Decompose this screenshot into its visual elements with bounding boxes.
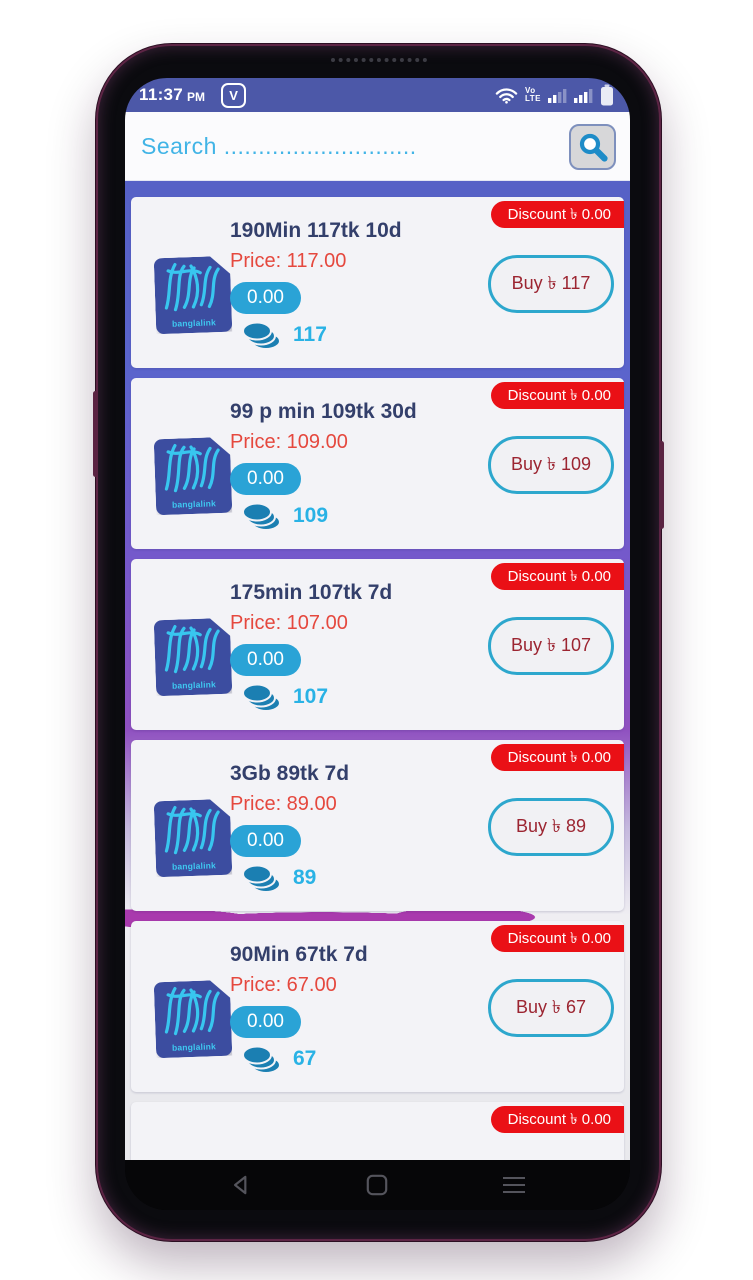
coin-count: 109 xyxy=(293,504,329,527)
coin-count: 107 xyxy=(293,685,329,708)
discount-badge: Discount ৳ 0.00 xyxy=(490,925,624,952)
sim-card-icon xyxy=(158,984,226,1036)
signal-icon xyxy=(574,89,593,103)
package-price: Price: 109.00 xyxy=(230,431,348,453)
banglalink-logo: banglalink xyxy=(154,980,233,1059)
speaker-grille-icon xyxy=(330,58,427,62)
buy-button[interactable]: Buy ৳ 89 xyxy=(488,798,614,856)
brand-label: banglalink xyxy=(171,679,217,691)
balance-pill: 0.00 xyxy=(230,1006,301,1038)
buy-button[interactable]: Buy ৳ 117 xyxy=(488,255,614,313)
balance-pill: 0.00 xyxy=(230,644,301,676)
package-list: Discount ৳ 0.00 banglalink 190Min 117tk … xyxy=(125,181,630,1160)
package-title: 175min 107tk 7d xyxy=(230,581,393,604)
package-title: 90Min 67tk 7d xyxy=(230,943,368,966)
package-card: Discount ৳ 0.00 banglalink 175min 107tk … xyxy=(131,559,624,730)
volume-button xyxy=(93,391,98,477)
discount-badge: Discount ৳ 0.00 xyxy=(490,563,624,590)
battery-icon xyxy=(601,84,613,106)
package-price: Price: 67.00 xyxy=(230,974,337,996)
balance-pill: 0.00 xyxy=(230,463,301,495)
coin-count: 117 xyxy=(293,323,327,346)
package-card: Discount ৳ 0.00 banglalink 190Min 117tk … xyxy=(131,197,624,368)
back-icon[interactable] xyxy=(228,1172,254,1198)
phone-frame: 11:37 PM V Vo LTE xyxy=(93,44,664,1241)
search-bar xyxy=(125,112,630,181)
sim-card-icon xyxy=(158,260,226,312)
banglalink-logo: banglalink xyxy=(154,437,233,516)
app-badge-icon: V xyxy=(221,82,247,108)
coins-icon xyxy=(242,864,281,893)
balance-pill: 0.00 xyxy=(230,825,301,857)
package-card: Discount ৳ 0.00 banglalink 99 p min 109t… xyxy=(131,378,624,549)
package-price: Price: 107.00 xyxy=(230,612,348,634)
package-price: Price: 89.00 xyxy=(230,793,337,815)
search-input[interactable] xyxy=(139,132,569,161)
sim-card-icon xyxy=(158,622,226,674)
status-meridiem: PM xyxy=(187,89,206,104)
power-button xyxy=(659,441,664,529)
buy-button[interactable]: Buy ৳ 107 xyxy=(488,617,614,675)
buy-button[interactable]: Buy ৳ 67 xyxy=(488,979,614,1037)
discount-badge: Discount ৳ 0.00 xyxy=(490,744,624,771)
package-price: Price: 117.00 xyxy=(230,250,347,272)
coin-count: 67 xyxy=(293,1047,317,1070)
coins-icon xyxy=(242,683,281,712)
coins-icon xyxy=(242,1045,281,1074)
brand-label: banglalink xyxy=(171,498,217,510)
coins-icon xyxy=(242,502,281,531)
discount-badge: Discount ৳ 0.00 xyxy=(490,382,624,409)
coin-count: 89 xyxy=(293,866,317,889)
search-button[interactable] xyxy=(569,123,616,170)
signal-icon xyxy=(548,89,567,103)
nav-bar xyxy=(125,1160,630,1210)
sim-card-icon xyxy=(158,441,226,493)
banglalink-logo: banglalink xyxy=(154,618,233,697)
wifi-icon xyxy=(495,88,518,104)
screen: 11:37 PM V Vo LTE xyxy=(125,78,630,1210)
package-card: Discount ৳ 0.00 banglalink 3Gb 89tk 7d xyxy=(131,740,624,911)
status-time: 11:37 xyxy=(139,85,184,104)
brand-label: banglalink xyxy=(171,317,217,329)
home-icon[interactable] xyxy=(364,1172,390,1198)
partial-package-card: Discount ৳ 0.00 xyxy=(131,1102,624,1160)
package-card: Discount ৳ 0.00 banglalink 90Min 67tk 7d xyxy=(131,921,624,1092)
discount-badge: Discount ৳ 0.00 xyxy=(490,201,624,228)
volte-icon: Vo LTE xyxy=(524,86,541,103)
brand-label: banglalink xyxy=(171,1041,217,1053)
package-title: 3Gb 89tk 7d xyxy=(230,762,350,785)
search-icon xyxy=(579,133,608,162)
banglalink-logo: banglalink xyxy=(154,256,233,335)
recents-icon[interactable] xyxy=(500,1172,528,1198)
package-title: 99 p min 109tk 30d xyxy=(230,400,417,423)
discount-badge: Discount ৳ 0.00 xyxy=(490,1106,624,1133)
brand-label: banglalink xyxy=(171,860,217,872)
sim-card-icon xyxy=(158,803,226,855)
banglalink-logo: banglalink xyxy=(154,799,233,878)
coins-icon xyxy=(242,321,281,350)
status-bar: 11:37 PM V Vo LTE xyxy=(125,78,630,112)
package-title: 190Min 117tk 10d xyxy=(230,219,402,242)
buy-button[interactable]: Buy ৳ 109 xyxy=(488,436,614,494)
balance-pill: 0.00 xyxy=(230,282,301,314)
